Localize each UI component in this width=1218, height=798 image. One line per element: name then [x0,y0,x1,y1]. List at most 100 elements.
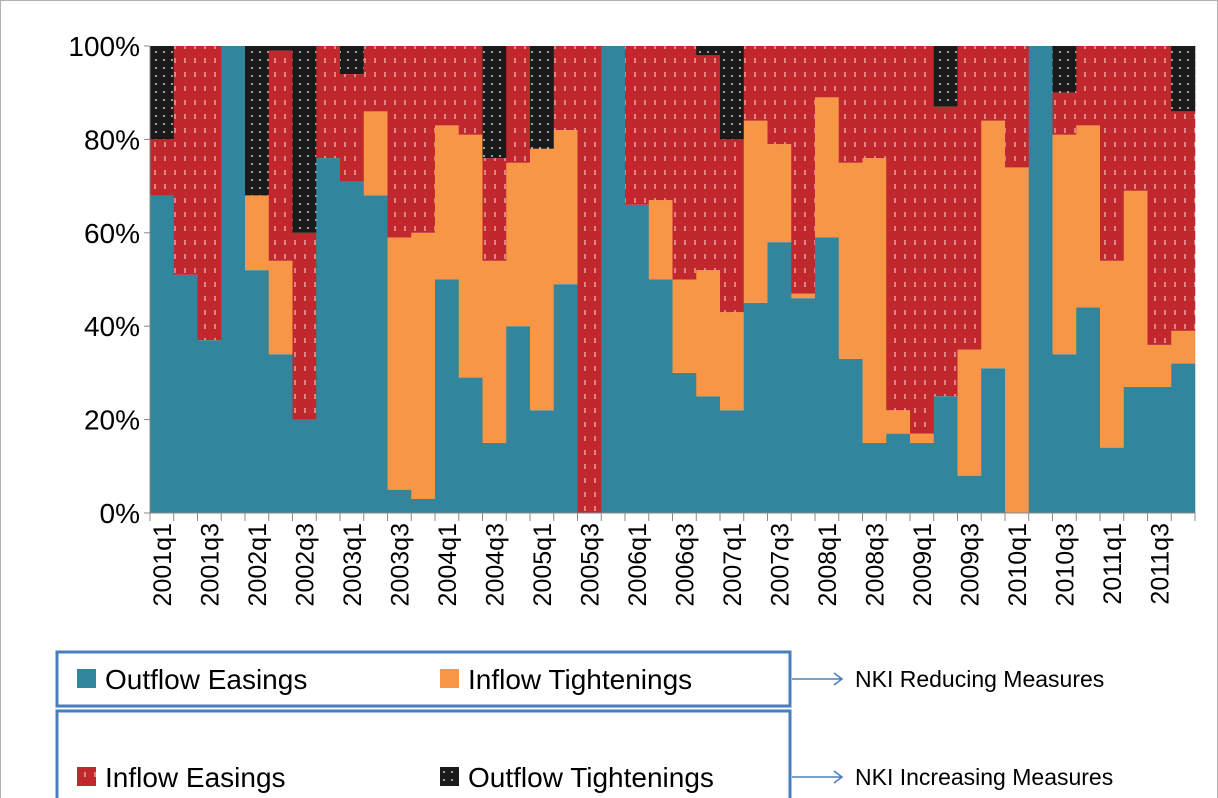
x-tick-label: 2002q1 [244,523,272,606]
y-tick-label: 80% [84,124,140,155]
bar-segment [815,46,840,98]
x-tick-label: 2004q3 [481,523,509,606]
bar-segment [720,410,745,513]
bar-segment [886,433,911,513]
bar-segment [981,368,1006,513]
bar-segment [743,46,768,121]
bar-segment [1052,354,1077,513]
bar-segment [1171,46,1196,112]
bar-segment [458,377,483,513]
bar-segment [1147,344,1172,387]
bar-segment [625,204,650,513]
bar-segment [530,410,555,513]
x-tick-label: 2009q1 [909,523,937,606]
x-tick-label: 2001q1 [149,523,177,606]
x-tick-label: 2006q1 [624,523,652,606]
bar-segment [553,46,578,131]
bar-segment [1123,386,1148,513]
bar-segment [910,433,935,443]
bar-segment [933,396,958,513]
bar-segment [791,46,816,294]
bar-segment [767,242,792,513]
bar-segment [268,46,293,51]
legend-swatch [77,767,96,786]
arrows [792,672,844,784]
bar-segment [173,274,198,513]
bar-segment [1052,134,1077,355]
bar-segment [245,195,270,271]
bar-segment [957,46,982,350]
bar-segment [316,158,341,513]
bar-segment [720,46,745,140]
bar-segment [197,340,222,513]
bar-segment [981,120,1006,369]
x-tick-label: 2002q3 [291,523,319,606]
legend-swatch [440,767,459,786]
bar-segment [387,46,412,238]
bar-segment [387,237,412,490]
bar-segment [268,260,293,355]
bar-segment [672,46,697,280]
x-tick-label: 2007q3 [766,523,794,606]
bar-segment [387,489,412,513]
bar-segment [1147,46,1172,345]
bar-segment [150,195,175,513]
bar-segment [1123,190,1148,387]
bar-segment [553,130,578,285]
bar-segment [197,46,222,341]
legend-swatch [440,669,459,688]
bar-segment [862,46,887,159]
legend-label: Outflow Easings [105,664,307,695]
bar-segment [720,139,745,313]
bar-segment [767,144,792,243]
bar-segment [292,419,317,513]
x-tick-label: 2010q1 [1004,523,1032,606]
bar-segment [1076,46,1101,126]
bar-segment [340,46,365,75]
bar-segment [957,349,982,476]
bar-segment [601,46,626,513]
y-tick-label: 100% [68,31,140,62]
bar-segment [791,293,816,299]
bar-segment [268,50,293,261]
bar-segment [886,46,911,411]
x-tick-label: 2004q1 [434,523,462,606]
bar-segment [435,125,460,280]
bar-segment [743,302,768,513]
legend-box [55,709,792,798]
bar-segment [838,46,863,163]
bar-segment [1052,46,1077,93]
bar-segment [292,232,317,420]
bar-segment [862,442,887,513]
bar-segment [696,270,721,397]
x-tick-label: 2008q1 [814,523,842,606]
bar-segment [648,200,673,280]
bar-segment [150,139,175,196]
bar-segment [743,120,768,303]
bar-segment [316,46,341,159]
x-tick-label: 2008q3 [861,523,889,606]
bar-segment [672,279,697,373]
legend-label: Inflow Tightenings [468,664,692,695]
bar-segment [245,46,270,196]
bar-segment [981,46,1006,121]
legend-label: Outflow Tightenings [468,762,714,793]
legend-swatch [77,669,96,688]
bar-segment [696,46,721,56]
x-tick-label: 2005q3 [576,523,604,606]
bar-segment [1076,125,1101,308]
bar-segment [672,372,697,513]
bar-segment [458,134,483,378]
bar-segment [482,46,507,159]
bar-segment [625,46,650,205]
bar-segment [150,46,175,140]
x-tick-label: 2009q3 [956,523,984,606]
bar-segment [1171,330,1196,364]
bar-segment [435,46,460,126]
y-tick-label: 40% [84,311,140,342]
x-tick-label: 2006q3 [671,523,699,606]
bar-segment [696,55,721,271]
x-tick-label: 2007q1 [719,523,747,606]
